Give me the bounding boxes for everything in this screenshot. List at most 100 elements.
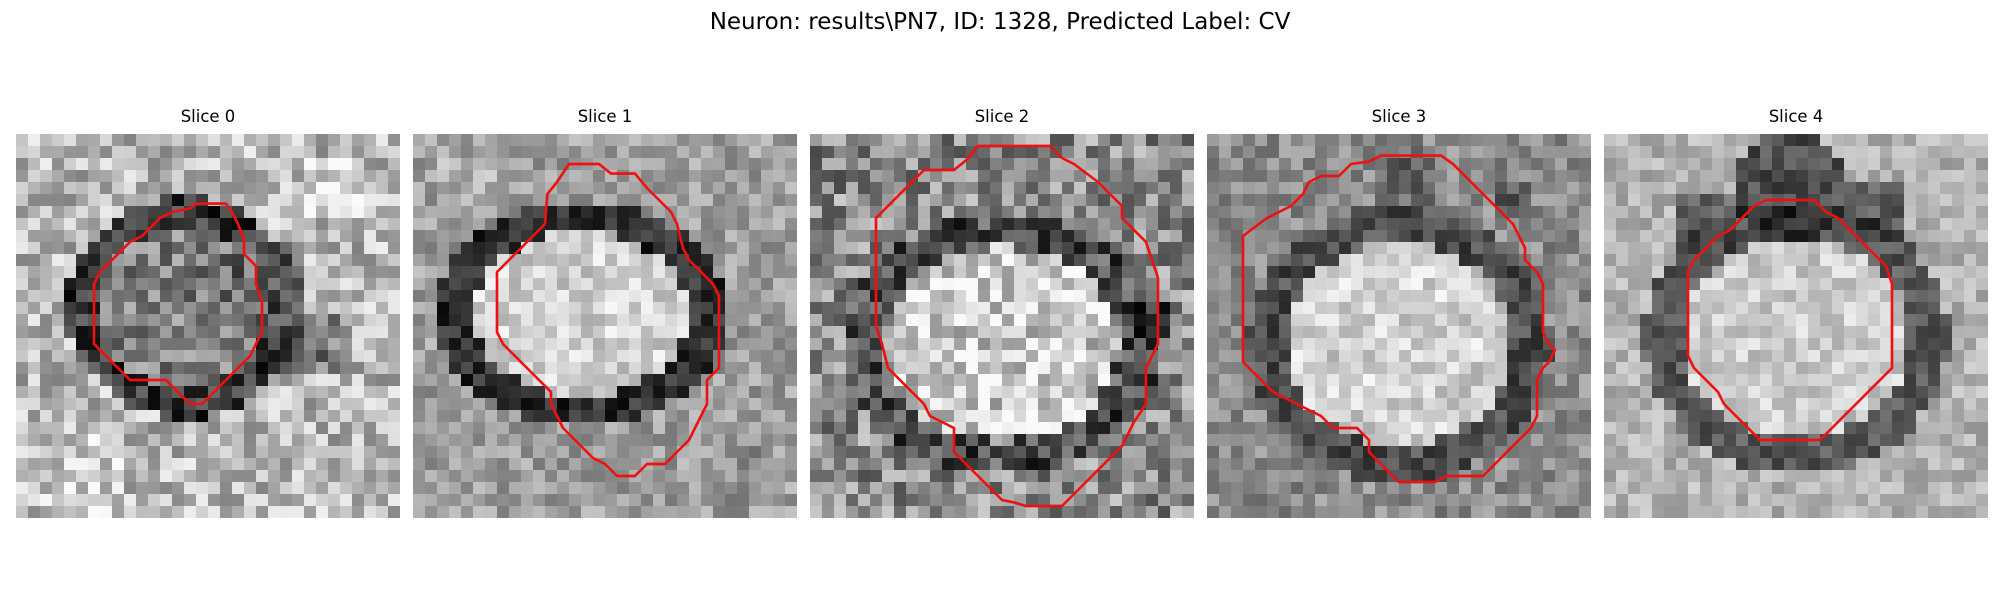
pixel-cell: [316, 242, 329, 255]
pixel-cell: [1231, 134, 1244, 147]
pixel-cell: [244, 134, 257, 147]
pixel-cell: [1158, 470, 1171, 483]
pixel-cell: [1279, 194, 1292, 207]
pixel-cell: [665, 314, 678, 327]
pixel-cell: [304, 278, 317, 291]
pixel-cell: [388, 194, 400, 207]
pixel-cell: [1928, 446, 1941, 459]
pixel-cell: [1808, 278, 1821, 291]
pixel-cell: [930, 134, 943, 147]
pixel-cell: [1808, 242, 1821, 255]
pixel-cell: [352, 218, 365, 231]
pixel-cell: [773, 314, 786, 327]
pixel-cell: [1375, 134, 1388, 147]
pixel-cell: [437, 170, 450, 183]
pixel-cell: [64, 302, 77, 315]
pixel-cell: [882, 302, 895, 315]
pixel-cell: [1652, 458, 1665, 471]
pixel-cell: [160, 314, 173, 327]
pixel-cell: [16, 386, 29, 399]
pixel-cell: [76, 410, 89, 423]
pixel-cell: [364, 302, 377, 315]
pixel-cell: [16, 194, 29, 207]
pixel-cell: [1363, 458, 1376, 471]
pixel-cell: [1964, 266, 1977, 279]
pixel-cell: [304, 494, 317, 507]
pixel-cell: [557, 458, 570, 471]
pixel-cell: [328, 470, 341, 483]
pixel-cell: [846, 170, 859, 183]
pixel-cell: [689, 134, 702, 147]
pixel-cell: [148, 422, 161, 435]
pixel-cell: [76, 458, 89, 471]
pixel-cell: [437, 410, 450, 423]
pixel-cell: [1399, 350, 1412, 363]
pixel-cell: [1748, 338, 1761, 351]
pixel-cell: [184, 494, 197, 507]
pixel-cell: [1363, 266, 1376, 279]
pixel-cell: [749, 182, 762, 195]
pixel-cell: [1351, 134, 1364, 147]
pixel-cell: [413, 134, 426, 147]
pixel-cell: [1014, 374, 1027, 387]
pixel-cell: [304, 170, 317, 183]
pixel-cell: [1916, 206, 1929, 219]
pixel-cell: [1916, 422, 1929, 435]
pixel-cell: [388, 326, 400, 339]
pixel-cell: [1267, 278, 1280, 291]
pixel-cell: [1567, 302, 1580, 315]
pixel-cell: [1158, 446, 1171, 459]
pixel-cell: [1664, 206, 1677, 219]
contour-outline: [92, 202, 264, 406]
pixel-cell: [437, 422, 450, 435]
pixel-cell: [388, 434, 400, 447]
pixel-cell: [28, 254, 41, 267]
pixel-cell: [593, 170, 606, 183]
pixel-cell: [184, 374, 197, 387]
pixel-cell: [1267, 446, 1280, 459]
pixel-cell: [1134, 278, 1147, 291]
pixel-cell: [653, 386, 666, 399]
pixel-cell: [1652, 206, 1665, 219]
pixel-cell: [136, 470, 149, 483]
pixel-cell: [773, 446, 786, 459]
pixel-cell: [906, 254, 919, 267]
pixel-cell: [1772, 242, 1785, 255]
pixel-cell: [52, 362, 65, 375]
pixel-cell: [1652, 302, 1665, 315]
pixel-cell: [1339, 182, 1352, 195]
pixel-cell: [689, 398, 702, 411]
pixel-cell: [942, 338, 955, 351]
pixel-cell: [1964, 170, 1977, 183]
pixel-cell: [485, 302, 498, 315]
pixel-cell: [773, 158, 786, 171]
pixel-cell: [1832, 194, 1845, 207]
pixel-cell: [942, 386, 955, 399]
pixel-cell: [1688, 218, 1701, 231]
pixel-cell: [1038, 362, 1051, 375]
pixel-cell: [1772, 182, 1785, 195]
pixel-cell: [256, 134, 269, 147]
pixel-cell: [340, 494, 353, 507]
pixel-cell: [918, 242, 931, 255]
pixel-cell: [376, 422, 389, 435]
pixel-cell: [1784, 374, 1797, 387]
pixel-cell: [352, 362, 365, 375]
pixel-cell: [1026, 374, 1039, 387]
pixel-cell: [268, 158, 281, 171]
pixel-cell: [725, 422, 738, 435]
pixel-cell: [629, 314, 642, 327]
pixel-cell: [485, 326, 498, 339]
pixel-cell: [268, 134, 281, 147]
pixel-cell: [1002, 218, 1015, 231]
pixel-cell: [617, 134, 630, 147]
pixel-cell: [280, 242, 293, 255]
pixel-cell: [785, 242, 797, 255]
pixel-cell: [40, 290, 53, 303]
pixel-cell: [569, 374, 582, 387]
pixel-cell: [1820, 374, 1833, 387]
pixel-cell: [641, 398, 654, 411]
pixel-cell: [1555, 170, 1568, 183]
pixel-cell: [1158, 230, 1171, 243]
pixel-cell: [834, 134, 847, 147]
